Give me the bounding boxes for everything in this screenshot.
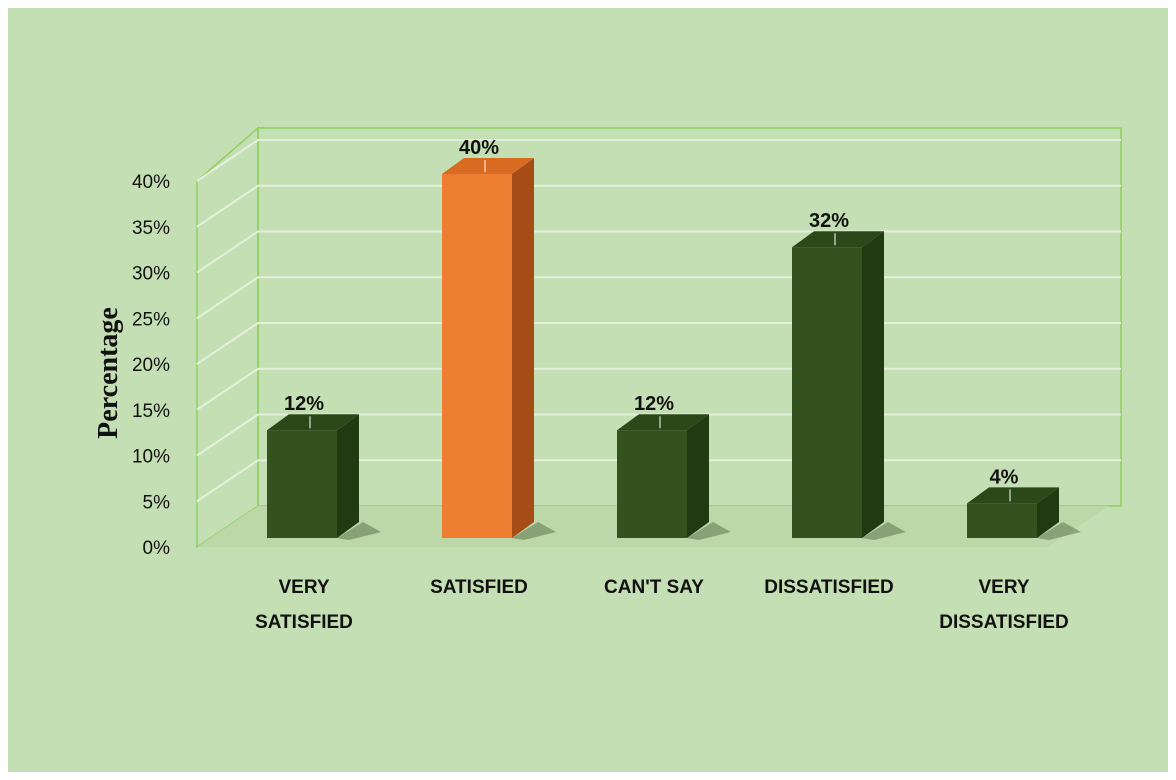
bar-shadow [512,522,556,540]
y-axis-ticks: 0% 5% 10% 15% 20% 25% 30% 35% 40% [132,172,170,559]
x-category-label: VERY [278,577,329,598]
bar-top [267,414,359,431]
bar-shadow [862,522,906,540]
bar-front [792,247,862,538]
x-category-label: DISSATISFIED [939,612,1069,633]
bar-top [442,158,534,174]
bar-0 [267,414,381,540]
bar-side [1037,487,1059,538]
bar-front [617,430,687,538]
gridline [196,230,1121,274]
chart-area: 0% 5% 10% 15% 20% 25% 30% 35% 40% 12% 40% 12% 32% 4%… [8,8,1168,772]
data-label: 12% [284,393,324,415]
y-tick-label: 0% [143,538,171,559]
y-tick-label: 35% [132,218,170,239]
bar-side [862,231,884,538]
bar-shadow [337,522,381,540]
gridline [196,322,1121,365]
data-label: 4% [990,466,1019,488]
bars [267,158,1081,540]
bar-shadow [1037,522,1081,540]
x-axis-categories: VERY SATISFIED SATISFIED CAN'T SAY DISSATISF… [255,577,1069,633]
bar-shadow [687,522,731,540]
y-tick-label: 15% [132,401,170,422]
bar-front [267,430,337,538]
data-label: 40% [459,137,499,159]
y-tick-label: 40% [132,172,170,193]
y-tick-label: 25% [132,309,170,330]
y-tick-label: 10% [132,447,170,468]
y-tick-label: 5% [143,492,171,513]
x-category-label: VERY [978,577,1029,598]
bar-3 [792,231,906,540]
x-category-label: SATISFIED [430,577,528,598]
bar-4 [967,487,1081,540]
y-tick-label: 30% [132,264,170,285]
x-category-label: DISSATISFIED [764,577,894,598]
bar-top [792,231,884,248]
bar-side [337,414,359,538]
bar-side [687,414,709,538]
gridline [196,184,1121,228]
data-label: 32% [809,210,849,232]
gridline [196,139,1121,182]
x-category-label: CAN'T SAY [604,577,704,598]
gridline [196,276,1121,320]
x-category-label: SATISFIED [255,612,353,633]
y-tick-label: 20% [132,355,170,376]
bar-front [967,503,1037,538]
bar-1 [442,158,556,540]
bar-top [617,414,709,431]
bar-top [967,487,1059,504]
y-axis-label: Percentage [93,307,124,439]
bar-front [442,174,512,538]
bar-side [512,158,534,538]
data-label: 12% [634,393,674,415]
bar-2 [617,414,731,540]
bar-chart: 0% 5% 10% 15% 20% 25% 30% 35% 40% 12% 40% 12% 32% 4%… [93,126,1122,633]
data-labels: 12% 40% 12% 32% 4% [284,137,1019,502]
